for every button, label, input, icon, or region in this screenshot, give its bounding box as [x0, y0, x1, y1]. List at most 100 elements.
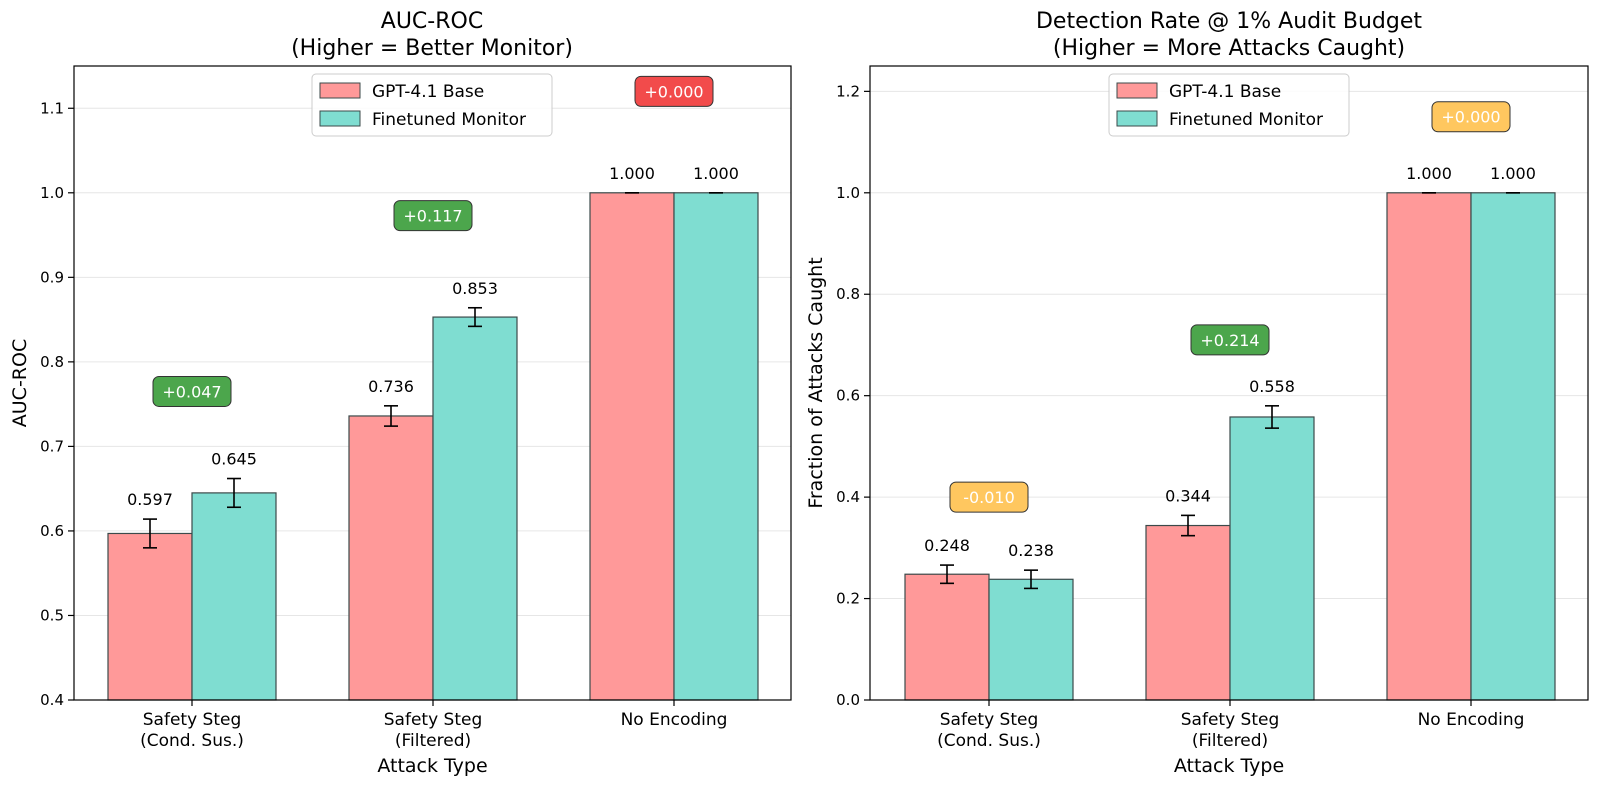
y-tick-label: 0.9	[40, 268, 64, 286]
data-label: 1.000	[693, 164, 739, 183]
y-tick-label: 1.1	[40, 99, 64, 117]
y-tick-label: 1.0	[40, 184, 64, 202]
bar-finetuned-3	[673, 192, 759, 701]
y-tick-label: 0.7	[40, 437, 64, 455]
y-axis-label: Fraction of Attacks Caught	[805, 257, 827, 508]
x-axis-label: Attack Type	[1174, 755, 1284, 777]
error-bar	[143, 518, 157, 549]
delta-annotation: +0.000	[1431, 101, 1511, 133]
legend-swatch	[1116, 110, 1158, 127]
legend-label: GPT-4.1 Base	[372, 82, 484, 102]
x-tick-label-line: (Cond. Sus.)	[937, 731, 1041, 751]
data-label: 0.597	[127, 490, 173, 509]
bar-finetuned-1	[988, 578, 1074, 701]
chart-title: AUC-ROC	[381, 9, 483, 34]
x-tick-label-line: Safety Steg	[384, 710, 483, 730]
x-tick-label: Safety Steg (Cond. Sus.)	[140, 710, 244, 751]
y-tick-label: 0.0	[836, 691, 860, 709]
y-tick-label: 0.8	[836, 285, 860, 303]
x-tick-label-line: Safety Steg	[1181, 710, 1280, 730]
delta-badge	[393, 200, 473, 232]
y-tick-label: 0.4	[836, 488, 860, 506]
legend-label: Finetuned Monitor	[1169, 110, 1323, 130]
data-label: 0.238	[1008, 541, 1054, 560]
x-tick-label-line: No Encoding	[1418, 710, 1525, 730]
legend-box	[1108, 73, 1350, 137]
delta-label: +0.000	[1441, 108, 1500, 127]
delta-annotation: +0.000	[634, 75, 714, 107]
x-tick-label: Safety Steg (Filtered)	[384, 710, 483, 751]
data-label: 0.736	[368, 377, 414, 396]
chart-title: Detection Rate @ 1% Audit Budget	[1036, 9, 1422, 34]
data-label: 0.645	[211, 450, 257, 469]
data-label: 0.558	[1249, 377, 1295, 396]
delta-badge	[1190, 324, 1270, 356]
error-bar	[1181, 514, 1195, 537]
data-label: 0.344	[1165, 486, 1211, 505]
legend: GPT-4.1 Base Finetuned Monitor	[311, 73, 553, 137]
y-tick-label: 1.2	[836, 82, 860, 100]
x-tick-label-line: No Encoding	[621, 710, 728, 730]
bar-finetuned-2	[1229, 416, 1315, 701]
error-bar	[468, 306, 482, 328]
bar-base-2	[348, 415, 434, 701]
delta-label: +0.000	[644, 82, 703, 101]
bar-base-1	[904, 573, 990, 701]
legend-swatch	[319, 110, 361, 127]
data-label: 1.000	[609, 164, 655, 183]
legend-label: Finetuned Monitor	[372, 110, 526, 130]
y-tick-label: 0.5	[40, 606, 64, 624]
x-tick-label: No Encoding	[1418, 710, 1525, 730]
x-tick-label-line: (Filtered)	[1192, 731, 1268, 751]
x-tick-label-line: (Cond. Sus.)	[140, 731, 244, 751]
data-label: 0.853	[452, 279, 498, 298]
delta-annotation: +0.214	[1190, 324, 1270, 356]
x-tick-label-line: Safety Steg	[940, 710, 1039, 730]
legend-swatch	[319, 82, 361, 99]
delta-annotation: +0.117	[393, 200, 473, 232]
error-bar	[384, 405, 398, 427]
legend-box	[311, 73, 553, 137]
delta-badge	[949, 481, 1029, 513]
bar-base-2	[1145, 524, 1231, 701]
chart-subtitle: (Higher = Better Monitor)	[291, 36, 573, 61]
y-tick-label: 0.2	[836, 590, 860, 608]
plot-frame	[869, 65, 1589, 701]
data-label: 0.248	[924, 536, 970, 555]
bar-base-1	[107, 532, 193, 701]
x-tick-label-line: Safety Steg	[143, 710, 242, 730]
x-tick-label: Safety Steg (Cond. Sus.)	[937, 710, 1041, 751]
delta-badge	[152, 375, 232, 407]
x-tick-label-line: (Filtered)	[395, 731, 471, 751]
legend-swatch	[1116, 82, 1158, 99]
bar-finetuned-3	[1470, 192, 1556, 701]
delta-badge	[1431, 101, 1511, 133]
delta-annotation: -0.010	[949, 481, 1029, 513]
y-tick-label: 0.6	[836, 387, 860, 405]
x-tick-label: Safety Steg (Filtered)	[1181, 710, 1280, 751]
delta-label: +0.047	[162, 382, 221, 401]
x-tick-label: No Encoding	[621, 710, 728, 730]
error-bar	[1265, 405, 1279, 429]
delta-label: +0.214	[1200, 331, 1259, 350]
bar-base-3	[1386, 192, 1472, 701]
error-bar	[940, 564, 954, 585]
delta-annotation: +0.047	[152, 375, 232, 407]
delta-label: +0.117	[403, 207, 462, 226]
y-tick-label: 0.8	[40, 353, 64, 371]
bar-base-3	[589, 192, 675, 701]
delta-label: -0.010	[963, 488, 1015, 507]
data-label: 1.000	[1490, 164, 1536, 183]
error-bar	[1024, 569, 1038, 590]
error-bar	[227, 477, 241, 509]
chart-panel-1: 0.597 0.736 1.000 0.645 0.853 1.000 0.4 0.5 0.6 0…	[9, 9, 792, 777]
y-tick-label: 1.0	[836, 184, 860, 202]
bar-finetuned-2	[432, 316, 518, 701]
y-tick-label: 0.6	[40, 522, 64, 540]
data-label: 1.000	[1406, 164, 1452, 183]
legend-label: GPT-4.1 Base	[1169, 82, 1281, 102]
legend: GPT-4.1 Base Finetuned Monitor	[1108, 73, 1350, 137]
chart-subtitle: (Higher = More Attacks Caught)	[1053, 36, 1405, 61]
bar-finetuned-1	[191, 492, 277, 701]
